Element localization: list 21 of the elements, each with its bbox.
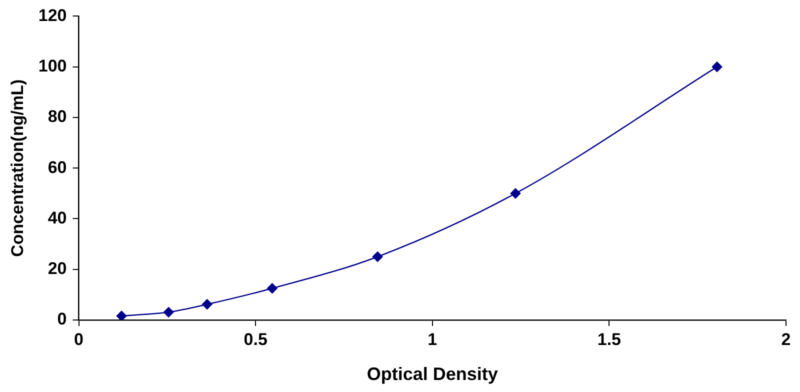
x-tick-label: 0.5 <box>244 330 268 349</box>
y-tick-label: 0 <box>57 310 67 329</box>
point <box>116 310 127 320</box>
point <box>372 252 383 262</box>
y-tick-label: 20 <box>48 259 67 278</box>
point <box>712 62 722 72</box>
x-tick-label: 0 <box>74 330 84 349</box>
x-tick-label: 2 <box>781 330 791 349</box>
y-tick-label: 120 <box>38 6 67 25</box>
y-axis-title: Concentration(ng/mL) <box>8 79 27 257</box>
x-tick-label: 1 <box>428 330 438 349</box>
y-tick-label: 100 <box>38 56 67 76</box>
point <box>163 307 174 318</box>
y-tick-label: 40 <box>48 208 67 228</box>
point <box>202 299 212 310</box>
point <box>510 188 521 199</box>
x-axis-title: Optical Density <box>366 364 498 384</box>
x-tick-label: 1.5 <box>597 330 622 349</box>
point <box>267 283 278 294</box>
y-tick-label: 60 <box>48 158 67 177</box>
y-tick-label: 80 <box>48 107 67 126</box>
